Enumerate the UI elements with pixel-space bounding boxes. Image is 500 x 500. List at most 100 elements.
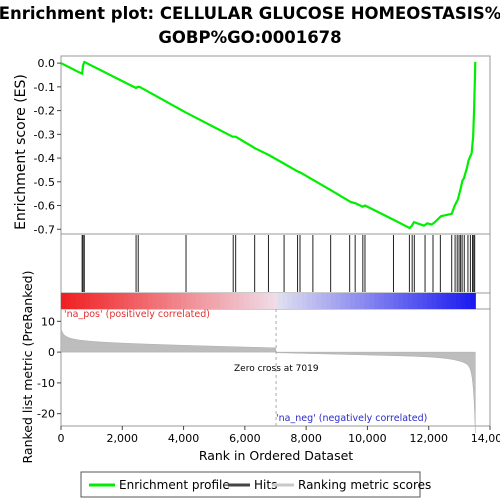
heatmap-cell (325, 293, 332, 309)
rank-heatmap-bar (61, 293, 476, 309)
heatmap-cell (142, 293, 149, 309)
legend-hits-label: Hits (254, 478, 277, 492)
heatmap-cell (70, 293, 77, 309)
heatmap-cell (282, 293, 289, 309)
hits-panel-frame (60, 233, 491, 294)
heatmap-cell (378, 293, 385, 309)
chart-title-line-1: Enrichment plot: CELLULAR GLUCOSE HOMEOS… (0, 4, 500, 23)
heatmap-cell (104, 293, 110, 309)
x-tick-label: 12,000 (409, 432, 448, 445)
legend: Enrichment profile Hits Ranking metric s… (80, 471, 431, 498)
heatmap-cell (80, 293, 86, 309)
heatmap-cell (147, 293, 154, 309)
x-tick-label: 6,000 (229, 432, 261, 445)
heatmap-cell (157, 293, 163, 309)
heatmap-cell (417, 293, 423, 309)
heatmap-cell (340, 293, 346, 309)
heatmap-cell (113, 293, 120, 309)
zero-cross-label: Zero cross at 7019 (234, 364, 319, 374)
negative-correlation-label: 'na_neg' (negatively correlated) (276, 413, 427, 424)
es-y-tick-label: 0.0 (38, 57, 56, 70)
heatmap-cell (123, 293, 130, 309)
heatmap-cell (118, 293, 125, 309)
es-y-tick-label: -0.5 (34, 176, 55, 189)
heatmap-cell (427, 293, 433, 309)
metric-y-tick-label: 10 (41, 315, 55, 328)
heatmap-cell (162, 293, 168, 309)
heatmap-cell (205, 293, 211, 309)
heatmap-cell (306, 293, 313, 309)
legend-metric-label: Ranking metric scores (298, 478, 431, 492)
heatmap-cell (109, 293, 115, 309)
heatmap-cell (412, 293, 419, 309)
heatmap-cell (446, 293, 452, 309)
heatmap-cell (321, 293, 327, 309)
metric-y-tick-label: -20 (37, 408, 55, 421)
heatmap-cell (253, 293, 260, 309)
heatmap-cell (263, 293, 269, 309)
heatmap-cell (364, 293, 370, 309)
es-y-tick-label: -0.1 (34, 81, 55, 94)
legend-enrichment-label: Enrichment profile (119, 478, 230, 492)
metric-y-axis-label: Ranked list metric (PreRanked) (20, 271, 35, 464)
heatmap-cell (441, 293, 447, 309)
chart-title-line-2: GOBP%GO:0001678 (158, 28, 341, 47)
es-y-tick-label: -0.4 (34, 152, 55, 165)
heatmap-cell (431, 293, 438, 309)
heatmap-cell (460, 293, 467, 309)
heatmap-cell (354, 293, 361, 309)
heatmap-cell (215, 293, 221, 309)
x-tick-label: 14,000 (471, 432, 500, 445)
heatmap-cell (398, 293, 404, 309)
heatmap-cell (369, 293, 375, 309)
heatmap-cell (258, 293, 264, 309)
heatmap-cell (133, 293, 139, 309)
heatmap-cell (272, 293, 279, 309)
heatmap-cell (85, 293, 91, 309)
heatmap-cell (248, 293, 255, 309)
heatmap-cell (186, 293, 192, 309)
heatmap-cell (350, 293, 356, 309)
heatmap-cell (89, 293, 96, 309)
es-y-axis: 0.0 -0.1 -0.2 -0.3 -0.4 -0.5 -0.6 -0.7 (34, 57, 61, 236)
heatmap-cell (191, 293, 197, 309)
positive-correlation-label: 'na_pos' (positively correlated) (64, 309, 210, 320)
heatmap-cell (374, 293, 380, 309)
heatmap-cell (277, 293, 284, 309)
heatmap-cell (407, 293, 414, 309)
heatmap-cell (422, 293, 428, 309)
heatmap-cell (301, 293, 308, 309)
heatmap-cell (229, 293, 236, 309)
metric-y-tick-label: -10 (37, 377, 55, 390)
heatmap-cell (181, 293, 187, 309)
heatmap-cell (94, 293, 101, 309)
heatmap-cell (195, 293, 202, 309)
es-y-tick-label: -0.6 (34, 200, 55, 213)
heatmap-cell (61, 293, 67, 309)
heatmap-cell (403, 293, 409, 309)
heatmap-cell (210, 293, 216, 309)
x-tick-label: 0 (58, 432, 65, 445)
heatmap-cell (239, 293, 245, 309)
heatmap-cell (316, 293, 322, 309)
heatmap-cell (436, 293, 443, 309)
es-y-tick-label: -0.2 (34, 105, 55, 118)
ranking-metric-area (60, 328, 476, 434)
heatmap-cell (311, 293, 317, 309)
metric-y-tick-label: 0 (48, 346, 55, 359)
heatmap-cell (451, 293, 457, 309)
heatmap-cell (75, 293, 81, 309)
heatmap-cell (292, 293, 298, 309)
heatmap-cell (128, 293, 134, 309)
heatmap-cell (465, 293, 472, 309)
x-axis-label: Rank in Ordered Dataset (199, 448, 353, 463)
legend-box (80, 471, 421, 498)
heatmap-cell (345, 293, 351, 309)
x-tick-label: 10,000 (348, 432, 387, 445)
heatmap-cell (234, 293, 240, 309)
heatmap-cell (335, 293, 342, 309)
heatmap-cell (330, 293, 337, 309)
heatmap-cell (138, 293, 144, 309)
heatmap-cell (297, 293, 303, 309)
